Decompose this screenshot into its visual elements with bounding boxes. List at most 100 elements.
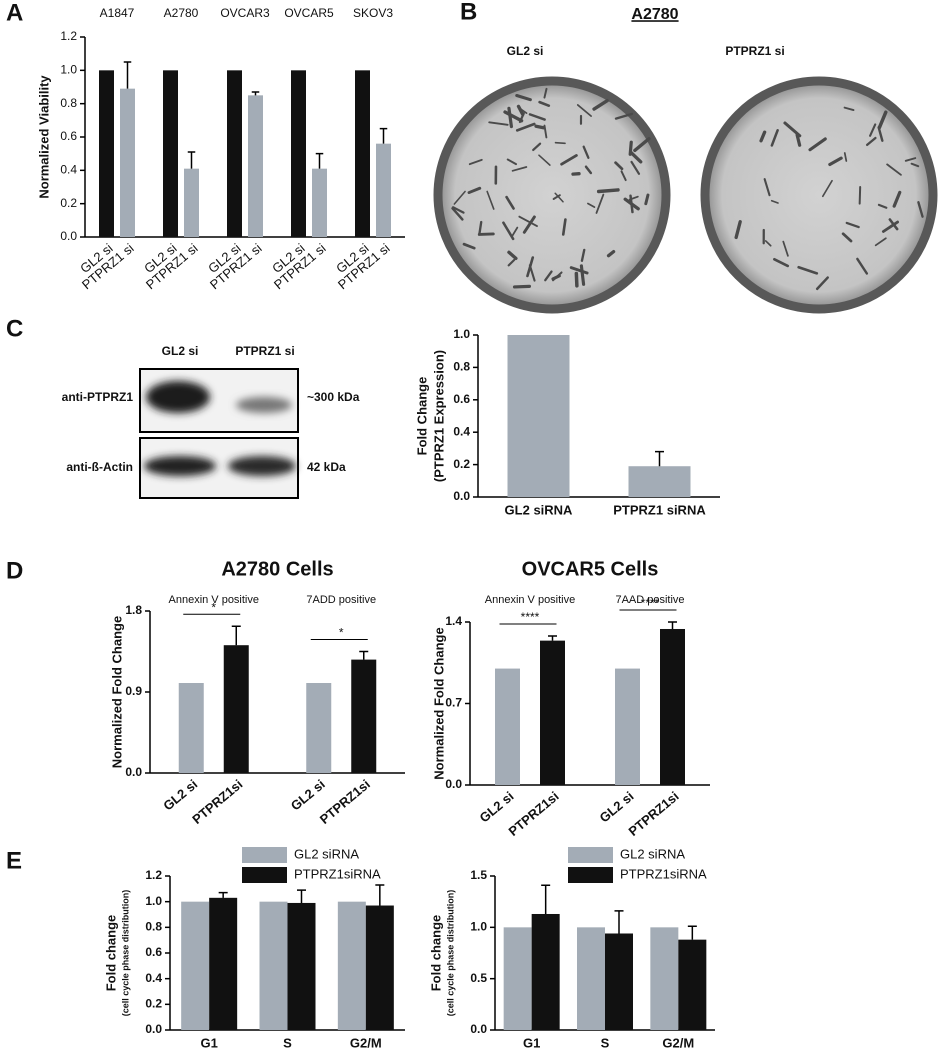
cell: [845, 221, 860, 229]
cell: [592, 98, 609, 111]
y-tick-label: 0.2: [453, 457, 470, 471]
y-tick-label: 1.0: [145, 894, 162, 908]
y-tick-label: 0.0: [145, 1022, 162, 1036]
cell: [858, 186, 862, 205]
y-tick-label: 0.6: [453, 392, 470, 406]
bar: [287, 902, 316, 1030]
x-tick-label: GL2 si: [597, 788, 637, 825]
y-tick-label: 1.0: [453, 327, 470, 341]
y-tick-label: 1.8: [125, 603, 142, 617]
bar: [306, 683, 332, 773]
cell: [606, 249, 616, 258]
cell: [877, 203, 888, 209]
y-tick-label: 0.9: [125, 684, 142, 698]
cell: [828, 156, 843, 167]
band: [228, 456, 296, 476]
bar: [259, 901, 288, 1030]
cell: [877, 126, 884, 142]
cell: [797, 265, 819, 275]
group-label: OVCAR5: [284, 6, 334, 20]
error-bar: [218, 891, 228, 898]
cell: [543, 87, 548, 99]
error-bar: [655, 450, 664, 467]
bar: [248, 95, 263, 237]
y-tick-label: 0.2: [145, 997, 162, 1011]
y-axis-label: (cell cycle phase distribution): [445, 890, 455, 1017]
cell: [764, 240, 772, 247]
y-tick-label: 0.8: [60, 96, 77, 110]
y-tick-label: 0.7: [445, 696, 462, 710]
y-axis-label: Fold Change: [414, 377, 429, 456]
y-tick-label: 0.0: [125, 765, 142, 779]
cell: [512, 284, 532, 289]
cell: [574, 271, 579, 288]
cell: [904, 157, 917, 162]
y-tick-label: 0.0: [60, 229, 77, 243]
cell: [554, 141, 566, 145]
x-tick-label: PTPRZ1si: [626, 788, 682, 838]
x-tick-label: PTPRZ1si: [506, 788, 562, 838]
micrograph-label: GL2 si: [507, 44, 544, 58]
cell: [763, 178, 771, 197]
group-label: A1847: [100, 6, 135, 20]
legend-swatch: [242, 847, 287, 863]
cell: [843, 152, 848, 162]
legend-swatch: [242, 867, 287, 883]
y-tick-label: 0.4: [145, 971, 162, 985]
cell: [576, 104, 592, 117]
bar: [291, 70, 306, 237]
cell: [628, 195, 639, 201]
legend-label: GL2 siRNA: [294, 846, 359, 861]
cell: [515, 93, 532, 102]
cell: [892, 190, 902, 208]
cell: [773, 257, 790, 268]
cell: [614, 112, 634, 120]
y-tick-label: 0.0: [445, 777, 462, 791]
cell: [888, 218, 899, 231]
cell: [534, 124, 546, 130]
cell: [518, 215, 538, 228]
significance: ****: [641, 596, 660, 610]
bar: [365, 905, 394, 1030]
cell: [462, 242, 476, 250]
cell: [451, 207, 464, 221]
y-tick-label: 1.0: [60, 63, 77, 77]
y-axis-label: Fold change: [103, 915, 118, 992]
cell: [506, 158, 518, 166]
y-tick-label: 0.5: [470, 971, 487, 985]
panel-letter: D: [6, 557, 23, 584]
x-tick-label: S: [283, 1035, 292, 1050]
bar: [351, 659, 377, 773]
cell: [782, 240, 789, 257]
micrograph-title: A2780: [631, 6, 678, 23]
bar: [312, 168, 327, 237]
y-tick-label: 0.8: [145, 920, 162, 934]
group-label: A2780: [164, 6, 199, 20]
error-bar: [251, 91, 260, 96]
significance: ****: [521, 610, 540, 624]
cell: [467, 186, 482, 195]
cell: [507, 258, 516, 267]
bar: [678, 939, 707, 1030]
x-tick-label: G1: [523, 1035, 540, 1050]
error-bar: [297, 889, 306, 903]
bar: [337, 901, 366, 1030]
bar: [181, 901, 210, 1030]
cell: [815, 276, 829, 291]
cell: [478, 220, 483, 235]
bar: [99, 70, 114, 237]
bar: [660, 628, 685, 785]
cell: [877, 110, 888, 130]
cell: [856, 257, 869, 275]
cell: [629, 150, 643, 164]
bar: [184, 168, 199, 237]
cell: [569, 266, 589, 275]
cell: [560, 154, 578, 166]
group-label: OVCAR3: [220, 6, 270, 20]
cell: [488, 121, 509, 126]
panel-letter: B: [460, 0, 477, 25]
chart-title: OVCAR5 Cells: [522, 558, 659, 580]
cell: [544, 270, 553, 282]
legend-swatch: [568, 867, 613, 883]
